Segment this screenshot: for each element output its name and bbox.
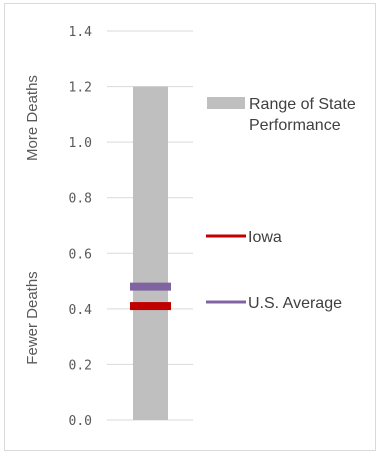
y-tick-label: 0.0 bbox=[69, 414, 92, 429]
y-tick-label: 0.4 bbox=[69, 303, 93, 318]
y-tick-label: 1.0 bbox=[69, 136, 92, 151]
legend: Range of State Performance Iowa U.S. Ave… bbox=[206, 96, 356, 312]
marker-iowa bbox=[130, 302, 171, 311]
marker-lines bbox=[130, 282, 171, 311]
legend-iowa-label: Iowa bbox=[248, 229, 282, 246]
legend-range-swatch bbox=[207, 97, 245, 109]
legend-range-label-line2: Performance bbox=[249, 117, 341, 134]
y-tick-label: 0.6 bbox=[69, 247, 92, 262]
y-tick-label: 1.4 bbox=[69, 25, 93, 40]
chart-frame bbox=[4, 3, 376, 451]
range-bar bbox=[133, 86, 168, 421]
y-tick-label: 0.2 bbox=[69, 358, 92, 373]
legend-range-label-line1: Range of State bbox=[249, 96, 356, 113]
y-tick-label: 1.2 bbox=[69, 81, 92, 96]
marker-u-s-average bbox=[130, 282, 171, 291]
y-tick-labels: 0.0 0.2 0.4 0.6 0.8 1.0 1.2 1.4 bbox=[69, 25, 93, 429]
y-label-more-deaths: More Deaths bbox=[24, 75, 41, 161]
legend-us-average-label: U.S. Average bbox=[248, 295, 342, 312]
y-tick-label: 0.8 bbox=[69, 192, 92, 207]
y-label-fewer-deaths: Fewer Deaths bbox=[24, 271, 41, 364]
